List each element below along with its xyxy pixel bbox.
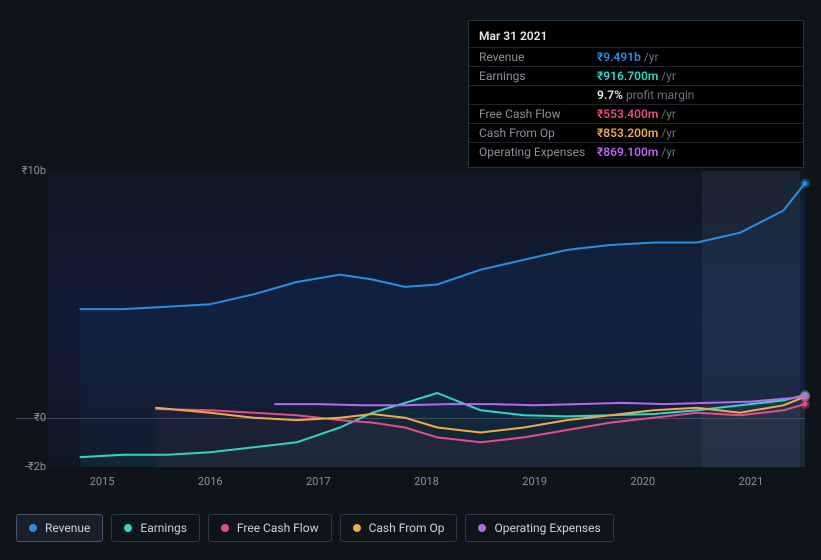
- legend-swatch: [29, 524, 37, 532]
- legend-item[interactable]: Operating Expenses: [465, 514, 613, 542]
- legend-label: Revenue: [45, 521, 90, 535]
- tooltip-row-value: ₹916.700m: [597, 69, 658, 83]
- y-axis-label: -₹2b: [16, 460, 46, 473]
- legend-swatch: [124, 524, 132, 532]
- tooltip-panel: Mar 31 2021 Revenue₹9.491b/yrEarnings₹91…: [468, 20, 804, 168]
- x-axis-label: 2016: [198, 475, 223, 488]
- x-axis-label: 2018: [414, 475, 439, 488]
- y-axis-label: ₹10b: [16, 164, 46, 177]
- tooltip-row-unit: /yr: [661, 107, 676, 121]
- tooltip-row: 9.7%profit margin: [469, 85, 803, 104]
- tooltip-row-label: Earnings: [479, 69, 597, 83]
- legend-swatch: [221, 524, 229, 532]
- chart-area: ₹10b₹0-₹2b 2015201620172018201920202021: [16, 155, 805, 475]
- tooltip-row-value: ₹9.491b: [597, 50, 641, 64]
- legend-label: Operating Expenses: [494, 521, 600, 535]
- tooltip-row: Revenue₹9.491b/yr: [469, 47, 803, 66]
- x-axis-label: 2021: [739, 475, 764, 488]
- tooltip-row-label: Operating Expenses: [479, 145, 597, 159]
- tooltip-row: Earnings₹916.700m/yr: [469, 66, 803, 85]
- x-axis-label: 2015: [90, 475, 115, 488]
- tooltip-row-value: 9.7%: [597, 88, 623, 102]
- tooltip-row-unit: /yr: [644, 50, 659, 64]
- x-axis-label: 2017: [306, 475, 331, 488]
- tooltip-row: Operating Expenses₹869.100m/yr: [469, 142, 803, 161]
- legend-label: Free Cash Flow: [237, 521, 319, 535]
- tooltip-row: Cash From Op₹853.200m/yr: [469, 123, 803, 142]
- legend-item[interactable]: Free Cash Flow: [208, 514, 332, 542]
- legend-label: Earnings: [140, 521, 187, 535]
- chart-svg: [48, 171, 805, 467]
- tooltip-row-value: ₹869.100m: [597, 145, 658, 159]
- legend-swatch: [478, 524, 486, 532]
- legend: Revenue Earnings Free Cash Flow Cash From O…: [16, 514, 614, 542]
- tooltip-row-unit: /yr: [661, 69, 676, 83]
- tooltip-row-unit: /yr: [661, 126, 676, 140]
- tooltip-row-unit: profit margin: [626, 88, 694, 102]
- tooltip-row-label: Cash From Op: [479, 126, 597, 140]
- tooltip-row: Free Cash Flow₹553.400m/yr: [469, 104, 803, 123]
- tooltip-row-label: Free Cash Flow: [479, 107, 597, 121]
- y-axis-label: ₹0: [16, 411, 46, 424]
- tooltip-date: Mar 31 2021: [469, 27, 803, 47]
- legend-item[interactable]: Revenue: [16, 514, 103, 542]
- x-axis-label: 2020: [630, 475, 655, 488]
- legend-swatch: [353, 524, 361, 532]
- x-axis-label: 2019: [522, 475, 547, 488]
- tooltip-row-unit: /yr: [661, 145, 676, 159]
- legend-item[interactable]: Cash From Op: [340, 514, 458, 542]
- tooltip-row-label: Revenue: [479, 50, 597, 64]
- tooltip-row-value: ₹553.400m: [597, 107, 658, 121]
- legend-label: Cash From Op: [369, 521, 445, 535]
- tooltip-row-value: ₹853.200m: [597, 126, 658, 140]
- legend-item[interactable]: Earnings: [111, 514, 200, 542]
